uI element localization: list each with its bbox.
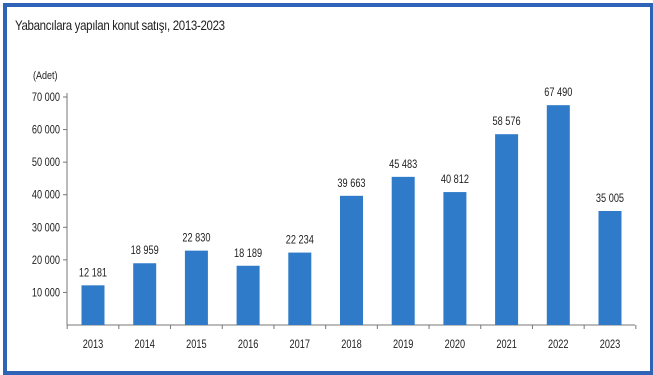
bar	[546, 105, 570, 325]
x-tick-label: 2014	[134, 339, 155, 351]
bar-value-label: 45 483	[389, 159, 417, 171]
bar-value-label: 18 189	[234, 248, 262, 260]
y-tick-label: 70 000	[32, 92, 60, 104]
bar-value-label: 18 959	[131, 245, 159, 257]
bar	[81, 285, 105, 325]
bar-value-label: 12 181	[79, 267, 107, 279]
x-tick-label: 2020	[445, 339, 466, 351]
bar-value-label: 67 490	[544, 87, 572, 99]
bar-value-label: 58 576	[493, 116, 521, 128]
bar	[598, 210, 622, 325]
bar-value-label: 22 830	[182, 233, 210, 245]
chart-frame: Yabancılara yapılan konut satışı, 2013-2…	[3, 3, 653, 375]
x-tick-label: 2023	[600, 339, 621, 351]
chart-title: Yabancılara yapılan konut satışı, 2013-2…	[15, 17, 225, 33]
bar-value-label: 40 812	[441, 174, 469, 186]
bar-value-label: 39 663	[337, 178, 365, 190]
bar	[236, 265, 260, 325]
bar-value-label: 35 005	[596, 193, 624, 205]
bar	[340, 195, 363, 325]
bar	[288, 252, 312, 325]
x-tick-label: 2021	[496, 339, 517, 351]
x-tick-label: 2022	[548, 339, 569, 351]
x-tick-label: 2018	[341, 339, 362, 351]
y-tick-label: 60 000	[32, 125, 60, 137]
bar	[391, 176, 415, 325]
y-tick-label: 40 000	[32, 190, 60, 202]
y-tick-label: 20 000	[32, 255, 60, 267]
x-tick-label: 2019	[393, 339, 414, 351]
bar	[133, 263, 157, 325]
bar	[495, 134, 519, 325]
x-tick-label: 2013	[83, 339, 104, 351]
y-tick-label: 50 000	[32, 157, 60, 169]
y-tick-label: 30 000	[32, 222, 60, 234]
bar	[184, 250, 208, 325]
bar-value-label: 22 234	[286, 235, 314, 247]
x-tick-label: 2017	[290, 339, 311, 351]
x-tick-label: 2015	[186, 339, 207, 351]
bar	[443, 192, 467, 325]
unit-label: (Adet)	[33, 70, 58, 82]
y-tick-label: 10 000	[32, 288, 60, 300]
x-tick-label: 2016	[238, 339, 259, 351]
